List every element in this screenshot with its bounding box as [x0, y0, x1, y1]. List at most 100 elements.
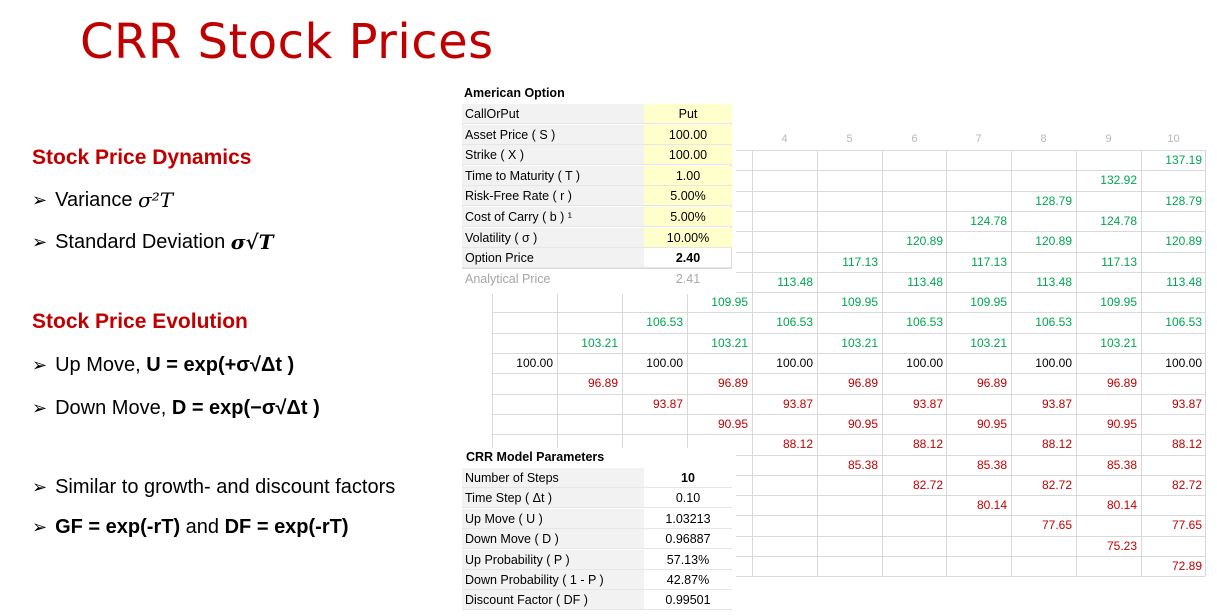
grid-line — [492, 556, 1205, 557]
stddev-label: Standard Deviation — [55, 230, 226, 253]
grid-line — [492, 191, 1205, 192]
tree-node-value: 75.23 — [1106, 538, 1137, 553]
tree-node-value: 100.00 — [1035, 356, 1072, 370]
similar-text: Similar to growth- and discount factors — [55, 476, 396, 498]
crr-param-value: 10 — [644, 468, 732, 488]
tree-node-value: 96.89 — [976, 376, 1007, 391]
tree-node-value: 117.13 — [971, 254, 1007, 269]
option-param-label: Volatility ( σ ) — [462, 227, 644, 248]
tree-node-value: 80.14 — [976, 498, 1007, 513]
option-param-label: Strike ( X ) — [462, 145, 644, 166]
grid-line — [492, 353, 1205, 354]
step-header: 4 — [781, 133, 788, 145]
tree-node-value: 117.13 — [842, 254, 878, 269]
grid-line — [492, 231, 1205, 232]
tree-node-value: 137.19 — [1165, 153, 1202, 167]
step-header: 7 — [975, 133, 982, 145]
grid-line — [492, 576, 1205, 577]
tree-node-value: 100.00 — [1165, 356, 1202, 370]
tree-node-value: 128.79 — [1165, 193, 1202, 208]
tree-node-value: 93.87 — [912, 396, 943, 411]
tree-node-value: 120.89 — [906, 234, 943, 249]
grid-line — [492, 292, 1205, 293]
tree-node-value: 113.48 — [1036, 274, 1072, 289]
grid-line — [492, 150, 1205, 151]
tree-node-value: 90.95 — [1106, 416, 1137, 431]
option-param-value[interactable]: 5.00% — [644, 207, 732, 227]
crr-param-label: Number of Steps — [462, 468, 644, 488]
crr-param-label: Down Move ( D ) — [462, 529, 644, 550]
down-move-bullet: ➢ Down Move, D = exp(−σ√Δt ) — [32, 397, 320, 420]
tree-node-value: 80.14 — [1106, 498, 1137, 513]
tree-node-value: 132.92 — [1100, 173, 1137, 188]
tree-node-value: 77.65 — [1041, 518, 1072, 533]
grid-line — [492, 170, 1205, 171]
grid-line — [492, 414, 1205, 415]
tree-node-value: 100.00 — [776, 356, 813, 370]
grid-line — [492, 333, 1205, 334]
variance-label: Variance — [55, 188, 133, 211]
tree-node-value: 103.21 — [581, 335, 618, 350]
tree-node-value: 103.21 — [711, 335, 748, 350]
option-param-value[interactable]: 5.00% — [644, 186, 732, 207]
crr-param-label: Time Step ( Δt ) — [462, 488, 644, 509]
tree-node-value: 85.38 — [1106, 457, 1137, 472]
grid-line — [1205, 150, 1206, 577]
tree-node-value: 109.95 — [970, 295, 1007, 310]
tree-node-value: 109.95 — [711, 295, 748, 310]
tree-node-value: 113.48 — [1166, 274, 1202, 289]
crr-param-label: Discount Factor ( DF ) — [462, 590, 644, 611]
down-move-formula: D = exp(−σ√Δt ) — [171, 397, 320, 419]
tree-node-value: 93.87 — [1041, 396, 1072, 411]
tree-node-value: 77.65 — [1171, 518, 1202, 533]
step-header: 8 — [1040, 133, 1047, 145]
up-move-formula: U = exp(+σ√Δt ) — [146, 354, 295, 376]
option-param-value[interactable]: 1.00 — [644, 165, 732, 186]
grid-line — [492, 272, 1205, 273]
step-header: 9 — [1105, 133, 1112, 145]
tree-node-value: 72.89 — [1171, 559, 1202, 573]
arrow-bullet-icon: ➢ — [32, 398, 48, 418]
crr-param-value: 1.03213 — [644, 509, 732, 529]
arrow-bullet-icon: ➢ — [32, 355, 48, 375]
option-param-value[interactable]: Put — [644, 104, 732, 124]
grid-line — [492, 455, 1205, 456]
evolution-heading: Stock Price Evolution — [32, 310, 248, 333]
grid-line — [557, 150, 558, 577]
crr-param-label: Up Move ( U ) — [462, 508, 644, 529]
option-param-label: Asset Price ( S ) — [462, 124, 644, 145]
tree-node-value: 90.95 — [847, 416, 878, 431]
gf-df-bullet: ➢ GF = exp(-rT) and DF = exp(-rT) — [32, 516, 349, 539]
tree-node-value: 88.12 — [1041, 437, 1072, 452]
gf-text: GF = exp(-rT) — [55, 516, 181, 538]
tree-node-value: 120.89 — [1165, 234, 1202, 249]
option-param-value[interactable]: 100.00 — [644, 145, 732, 166]
step-header: 5 — [846, 133, 853, 145]
tree-node-value: 103.21 — [970, 335, 1007, 350]
tree-node-value: 96.89 — [587, 376, 618, 391]
down-move-label: Down Move, — [55, 397, 167, 419]
option-param-value[interactable]: 100.00 — [644, 124, 732, 145]
tree-node-value: 85.38 — [976, 457, 1007, 472]
option-param-label: Option Price — [462, 248, 644, 269]
tree-node-value: 82.72 — [1171, 477, 1202, 492]
up-move-bullet: ➢ Up Move, U = exp(+σ√Δt ) — [32, 354, 294, 377]
tree-node-value: 106.53 — [646, 315, 683, 330]
tree-node-value: 93.87 — [782, 396, 813, 411]
option-param-value[interactable]: 10.00% — [644, 227, 732, 248]
variance-formula: σ²T — [138, 188, 174, 212]
grid-line — [492, 252, 1205, 253]
grid-line — [687, 150, 688, 577]
crr-param-label: Down Probability ( 1 - P ) — [462, 570, 644, 590]
grid-line — [1141, 150, 1142, 577]
arrow-bullet-icon: ➢ — [32, 517, 48, 537]
tree-node-value: 93.87 — [1171, 396, 1202, 411]
tree-node-value: 90.95 — [976, 416, 1007, 431]
grid-line — [492, 434, 1205, 435]
crr-param-value: 0.99501 — [644, 590, 732, 611]
grid-line — [492, 312, 1205, 313]
option-param-label: Time to Maturity ( T ) — [462, 165, 644, 186]
tree-node-value: 100.00 — [646, 356, 683, 370]
tree-node-value: 106.53 — [776, 315, 813, 330]
tree-node-value: 93.87 — [652, 396, 683, 411]
